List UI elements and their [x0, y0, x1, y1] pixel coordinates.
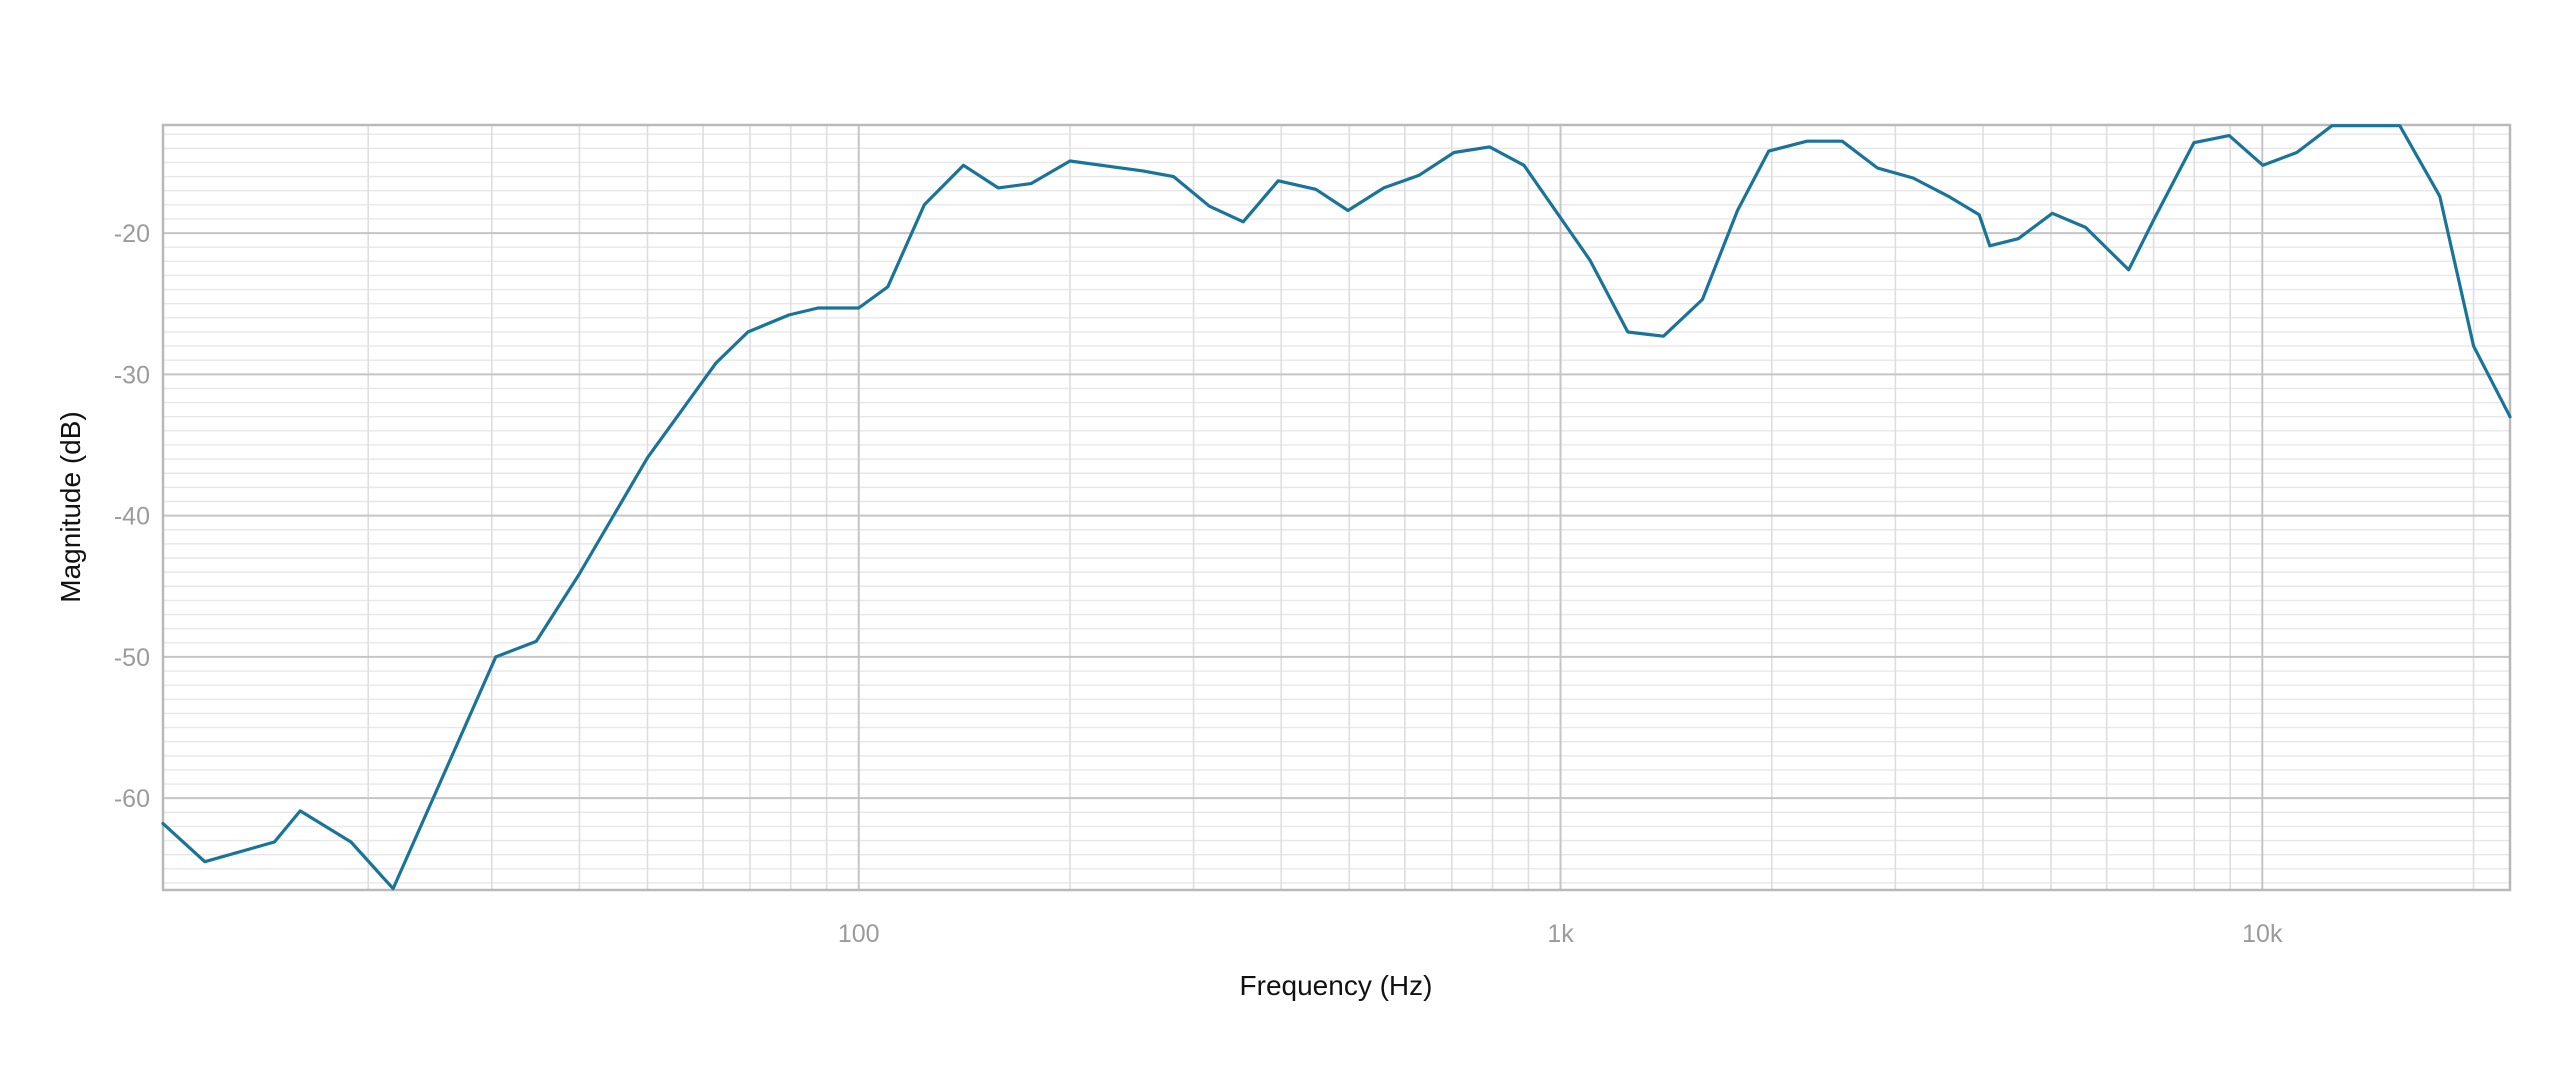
y-tick-label: -60 [114, 785, 150, 813]
response-curve [161, 124, 2512, 891]
series-layer [161, 124, 2512, 891]
y-tick-label: -20 [114, 220, 150, 248]
x-tick-label: 10k [2242, 920, 2283, 948]
x-tick-label: 100 [838, 920, 880, 948]
plot-frame [161, 123, 2512, 892]
y-tick-label: -30 [114, 361, 150, 389]
y-tick-label: -40 [114, 503, 150, 531]
y-tick-label: -50 [114, 644, 150, 672]
x-tick-label: 1k [1547, 920, 1574, 948]
minor-gridlines [163, 125, 2510, 890]
x-tick-labels: 100 1k 10k [838, 920, 2283, 948]
major-gridlines [163, 125, 2510, 890]
x-axis-title: Frequency (Hz) [1240, 970, 1433, 1001]
y-axis-title: Magnitude (dB) [55, 411, 86, 602]
y-tick-labels: -20 -30 -40 -50 -60 [114, 220, 150, 813]
